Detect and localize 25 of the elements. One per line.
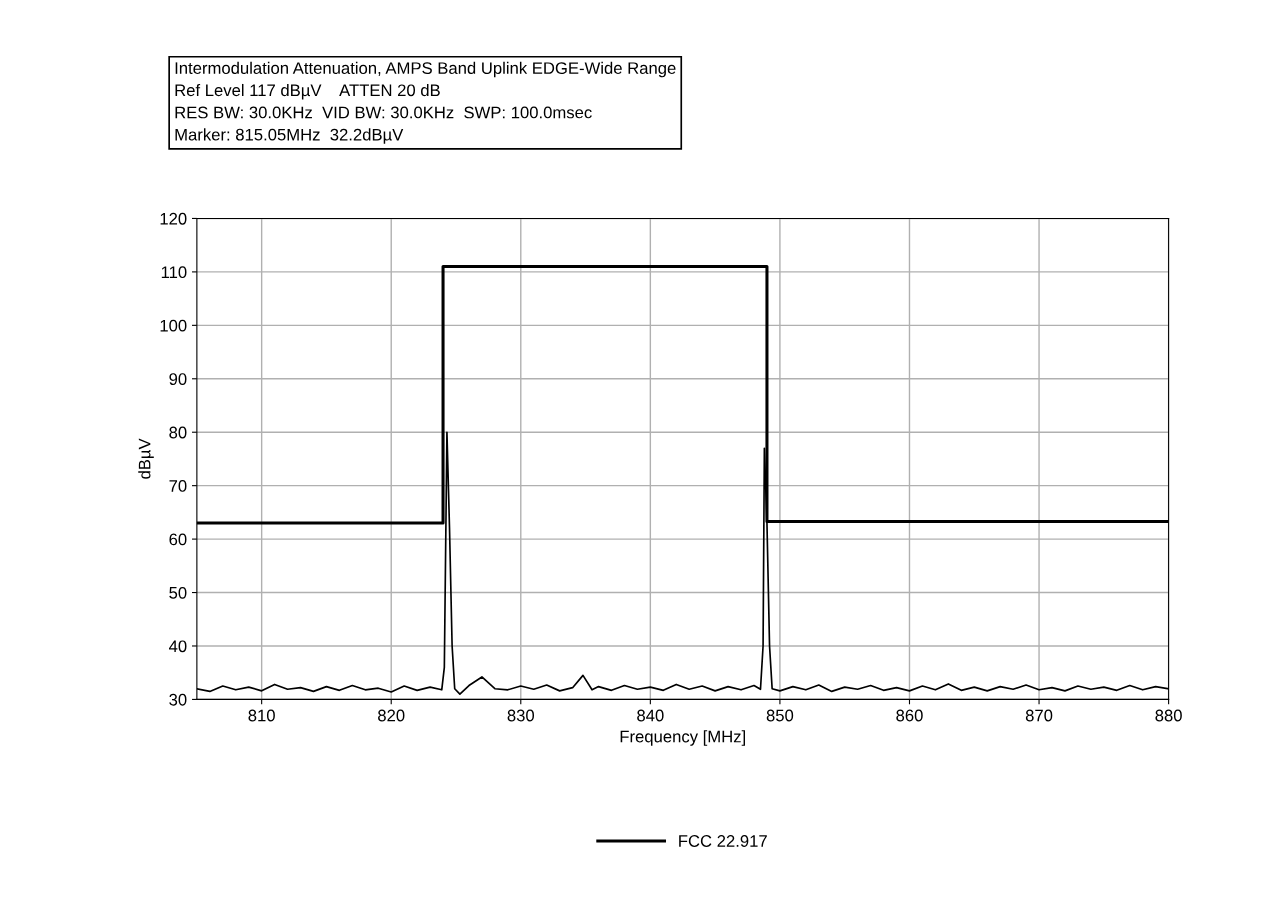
x-tick-label: 810: [248, 709, 275, 722]
y-tick-label: 90: [169, 373, 187, 385]
chart-title: Intermodulation Attenuation, AMPS Band Uplink EDGE-Wide Range: [175, 61, 676, 78]
y-tick-label: 120: [160, 212, 187, 225]
x-tick-label: 850: [766, 709, 794, 722]
x-tick-label: 820: [378, 709, 405, 722]
y-tick-label: 30: [169, 693, 187, 706]
text: Marker: 815.05MHz 32.2dBµV: [175, 128, 404, 144]
y-tick-label: 110: [161, 266, 187, 279]
text: RES BW: 30.0KHz VID BW: 30.0KHz SWP: 100.0msec: [175, 106, 592, 119]
legend-label: FCC 22.917: [679, 835, 767, 847]
y-tick-label: 60: [169, 533, 187, 546]
y-tick-label: 40: [169, 640, 187, 653]
text: Ref Level 117 dBµV ATTEN 20 dB: [175, 83, 440, 100]
y-tick-label: 80: [169, 426, 187, 439]
x-tick-label: 870: [1025, 709, 1053, 722]
y-tick-label: 70: [169, 480, 187, 492]
y-tick-label: 100: [160, 319, 187, 332]
y-axis-title: dBµV: [138, 438, 154, 479]
x-tick-label: 880: [1155, 709, 1182, 722]
x-axis-title: Frequency [MHz]: [620, 730, 745, 746]
x-tick-label: 830: [507, 709, 535, 722]
y-tick-label: 50: [169, 586, 187, 599]
x-tick-label: 840: [637, 709, 664, 722]
x-tick-label: 860: [896, 709, 923, 722]
